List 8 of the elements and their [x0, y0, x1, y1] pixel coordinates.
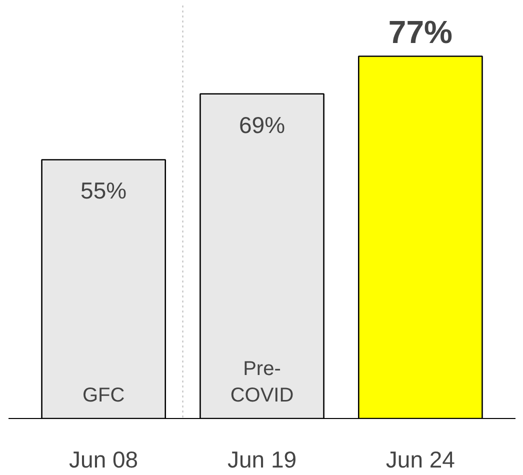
annotation: Pre-COVID: [230, 358, 294, 406]
x-tick-label: Jun 19: [227, 446, 297, 472]
data-label: 55%: [80, 178, 127, 204]
data-label: 69%: [238, 112, 286, 138]
x-tick-label: Jun 24: [386, 446, 456, 472]
annotation: GFC: [82, 384, 125, 406]
data-label: 77%: [388, 14, 452, 50]
x-tick-label: Jun 08: [69, 446, 138, 472]
